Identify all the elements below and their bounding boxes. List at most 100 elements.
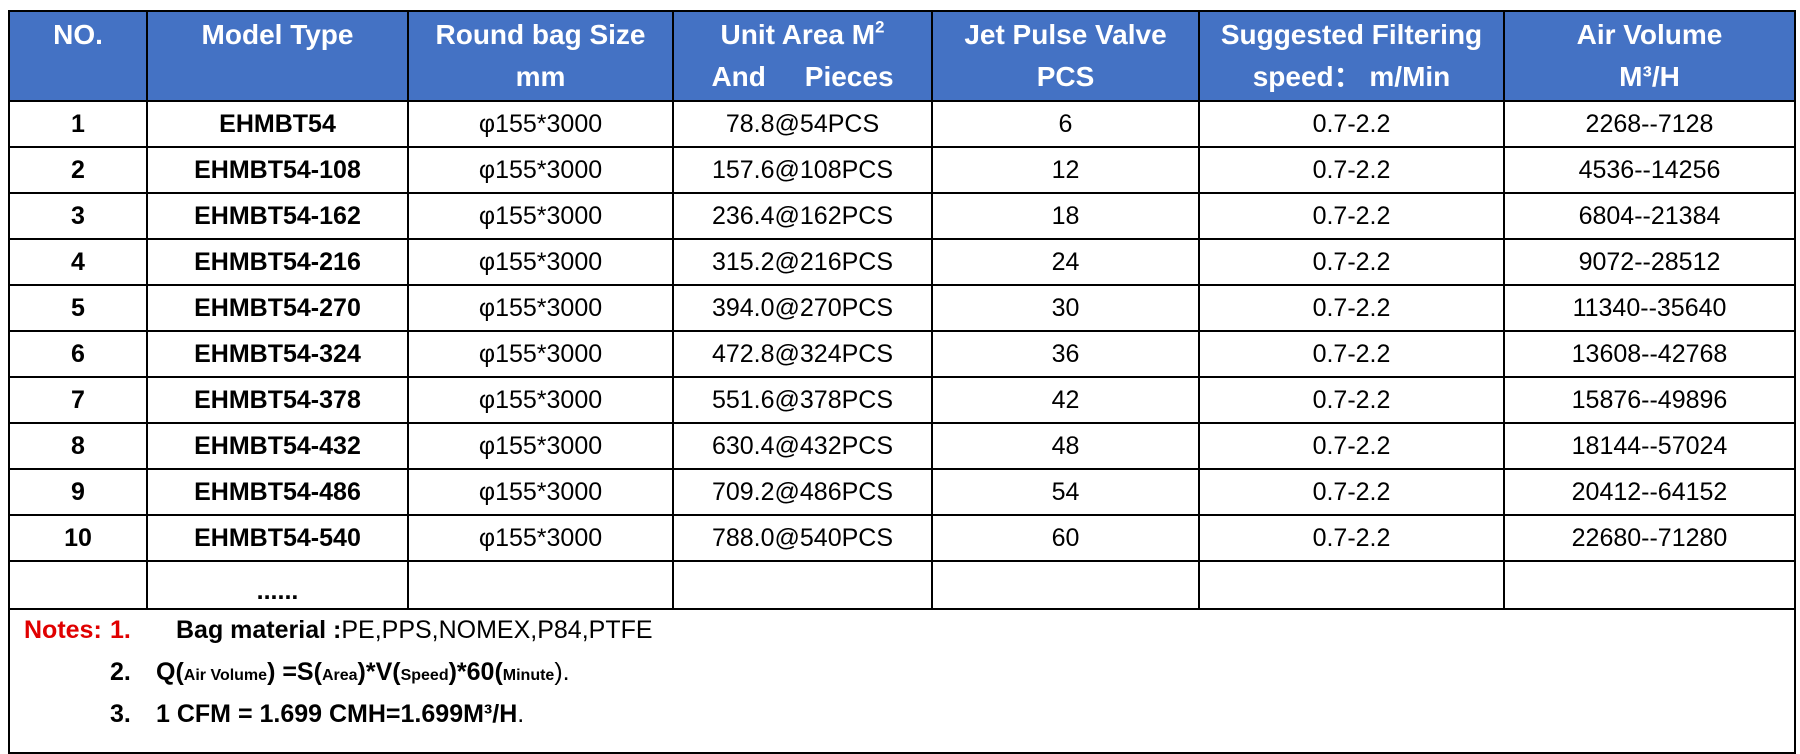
cell-no: 2 [8,146,148,194]
formula-area: Area [321,667,358,684]
cell-air-volume: 18144--57024 [1503,422,1796,470]
notes-row: Notes: 1. Bag material : PE,PPS,NOMEX,P8… [8,608,1796,754]
cell-air-volume: 11340--35640 [1503,284,1796,332]
spec-table: NO. Model Type Round bag Size mm Unit Ar… [8,10,1796,754]
cell-unit-area: 394.0@270PCS [672,284,933,332]
formula-times-60: )*60( [448,658,503,686]
cell-bag-size: φ155*3000 [407,146,674,194]
cell-no: 3 [8,192,148,240]
cell-unit-area: 630.4@432PCS [672,422,933,470]
cell-unit-area: 551.6@378PCS [672,376,933,424]
header-filtering-speed: Suggested Filtering speed： m/Min [1198,10,1505,102]
note-number: 2. [110,658,131,686]
cell-no: 6 [8,330,148,378]
table-row: 3 EHMBT54-162 φ155*3000 236.4@162PCS 18 0.7-2… [8,192,1796,240]
cell-model-type: EHMBT54-162 [146,192,409,240]
note-number: 3. [110,700,131,728]
cell-filter-speed: 0.7-2.2 [1198,422,1505,470]
cell-model-type: EHMBT54-324 [146,330,409,378]
formula-minute: Minute [502,667,555,684]
cell-unit-area: 788.0@540PCS [672,514,933,562]
cell-unit-area: 78.8@54PCS [672,100,933,148]
cell-air-volume: 13608--42768 [1503,330,1796,378]
header-no: NO. [8,10,148,102]
cell-no: 4 [8,238,148,286]
note-line-2: Notes: 2. Q(Air Volume) =S(Area)*V(Speed… [24,658,1794,700]
cell-filter-speed: 0.7-2.2 [1198,238,1505,286]
cell-filter-speed: 0.7-2.2 [1198,100,1505,148]
cell-model-type: EHMBT54-432 [146,422,409,470]
table-body: 1 EHMBT54 φ155*3000 78.8@54PCS 6 0.7-2.2 2268-… [8,100,1796,562]
header-air-volume: Air Volume M³/H [1503,10,1796,102]
continuation-cell-empty [672,560,933,610]
cell-model-type: EHMBT54-378 [146,376,409,424]
cell-bag-size: φ155*3000 [407,330,674,378]
cell-valve-count: 54 [931,468,1200,516]
cell-model-type: EHMBT54-486 [146,468,409,516]
cell-bag-size: φ155*3000 [407,284,674,332]
cell-filter-speed: 0.7-2.2 [1198,376,1505,424]
table-row: 1 EHMBT54 φ155*3000 78.8@54PCS 6 0.7-2.2 2268-… [8,100,1796,148]
cell-filter-speed: 0.7-2.2 [1198,192,1505,240]
header-row: NO. Model Type Round bag Size mm Unit Ar… [8,10,1796,102]
cell-valve-count: 60 [931,514,1200,562]
cell-filter-speed: 0.7-2.2 [1198,284,1505,332]
table-row: 7 EHMBT54-378 φ155*3000 551.6@378PCS 42 0.7-2… [8,376,1796,424]
cell-no: 9 [8,468,148,516]
cell-valve-count: 18 [931,192,1200,240]
header-model-type: Model Type [146,10,409,102]
note-cfm-end: . [517,700,525,728]
table-row: 2 EHMBT54-108 φ155*3000 157.6@108PCS 12 0.7-2… [8,146,1796,194]
cell-valve-count: 24 [931,238,1200,286]
cell-unit-area: 315.2@216PCS [672,238,933,286]
continuation-cell-empty [407,560,674,610]
note-line-1: Notes: 1. Bag material : PE,PPS,NOMEX,P8… [24,616,1794,658]
continuation-cell-empty [1503,560,1796,610]
note-label: Bag material : [176,616,342,644]
cell-valve-count: 42 [931,376,1200,424]
note-cfm-text: 1 CFM = 1.699 CMH=1.699M³/H [156,700,518,728]
formula-q: Q( [156,658,184,686]
cell-valve-count: 12 [931,146,1200,194]
continuation-cell-empty [931,560,1200,610]
formula-eq: ) =S( [267,658,322,686]
header-jet-pulse-valve: Jet Pulse Valve PCS [931,10,1200,102]
cell-no: 1 [8,100,148,148]
table-row: 9 EHMBT54-486 φ155*3000 709.2@486PCS 54 0.7-2… [8,468,1796,516]
cell-air-volume: 22680--71280 [1503,514,1796,562]
cell-air-volume: 20412--64152 [1503,468,1796,516]
cell-air-volume: 2268--7128 [1503,100,1796,148]
cell-unit-area: 709.2@486PCS [672,468,933,516]
cell-filter-speed: 0.7-2.2 [1198,146,1505,194]
note-line-3: Notes: 3. 1 CFM = 1.699 CMH=1.699M³/H. [24,700,1794,742]
formula-times-v: )*V( [357,658,401,686]
table-row: 4 EHMBT54-216 φ155*3000 315.2@216PCS 24 0.7-2… [8,238,1796,286]
spec-table-container: NO. Model Type Round bag Size mm Unit Ar… [8,10,1796,754]
cell-model-type: EHMBT54 [146,100,409,148]
cell-filter-speed: 0.7-2.2 [1198,468,1505,516]
notes-cell: Notes: 1. Bag material : PE,PPS,NOMEX,P8… [8,608,1796,754]
cell-unit-area: 236.4@162PCS [672,192,933,240]
cell-bag-size: φ155*3000 [407,514,674,562]
cell-model-type: EHMBT54-270 [146,284,409,332]
formula-speed: Speed [400,667,449,684]
cell-air-volume: 6804--21384 [1503,192,1796,240]
cell-unit-area: 472.8@324PCS [672,330,933,378]
header-unit-area: Unit Area M2 And Pieces [672,10,933,102]
continuation-cell-empty [1198,560,1505,610]
cell-bag-size: φ155*3000 [407,422,674,470]
cell-filter-speed: 0.7-2.2 [1198,330,1505,378]
cell-air-volume: 15876--49896 [1503,376,1796,424]
cell-valve-count: 6 [931,100,1200,148]
cell-no: 8 [8,422,148,470]
notes-label: Notes: [24,616,102,644]
table-row: 6 EHMBT54-324 φ155*3000 472.8@324PCS 36 0.7-2… [8,330,1796,378]
cell-air-volume: 4536--14256 [1503,146,1796,194]
cell-no: 10 [8,514,148,562]
cell-model-type: EHMBT54-216 [146,238,409,286]
cell-no: 7 [8,376,148,424]
cell-filter-speed: 0.7-2.2 [1198,514,1505,562]
note-value: PE,PPS,NOMEX,P84,PTFE [341,616,653,644]
cell-valve-count: 48 [931,422,1200,470]
cell-valve-count: 30 [931,284,1200,332]
